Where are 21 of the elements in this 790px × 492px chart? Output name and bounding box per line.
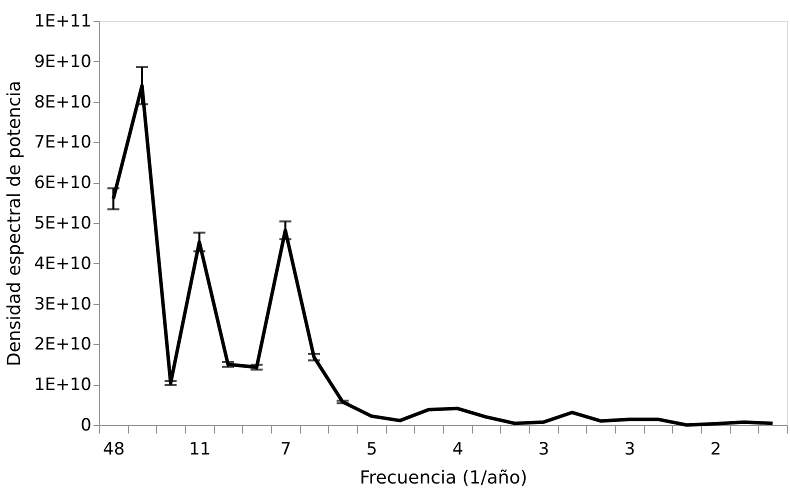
y-tick-label: 9E+10: [34, 52, 92, 72]
y-tick-label: 0: [80, 416, 92, 436]
x-tick-label: 5: [366, 440, 378, 460]
y-tick-label: 2E+10: [34, 334, 92, 355]
x-axis-title: Frecuencia (1/año): [360, 468, 528, 488]
x-tick-label: 11: [189, 440, 211, 460]
y-tick-label: 5E+10: [34, 214, 92, 234]
x-tick-label: 3: [538, 440, 550, 460]
x-tick-label: 3: [624, 440, 636, 460]
x-tick-label: 48: [103, 440, 125, 460]
y-tick-label: 7E+10: [34, 132, 92, 153]
x-tick-label: 2: [710, 440, 722, 460]
y-tick-label: 8E+10: [34, 92, 92, 112]
y-tick-label: 1E+10: [34, 375, 92, 396]
y-tick-label: 6E+10: [34, 173, 92, 194]
y-tick-label: 1E+11: [34, 12, 92, 32]
y-tick-label: 4E+10: [34, 254, 92, 274]
y-axis-title: Densidad espectral de potencia: [4, 80, 26, 366]
y-tick-label: 3E+10: [34, 294, 92, 314]
x-tick-label: 7: [280, 440, 292, 460]
x-tick-label: 4: [452, 440, 464, 460]
